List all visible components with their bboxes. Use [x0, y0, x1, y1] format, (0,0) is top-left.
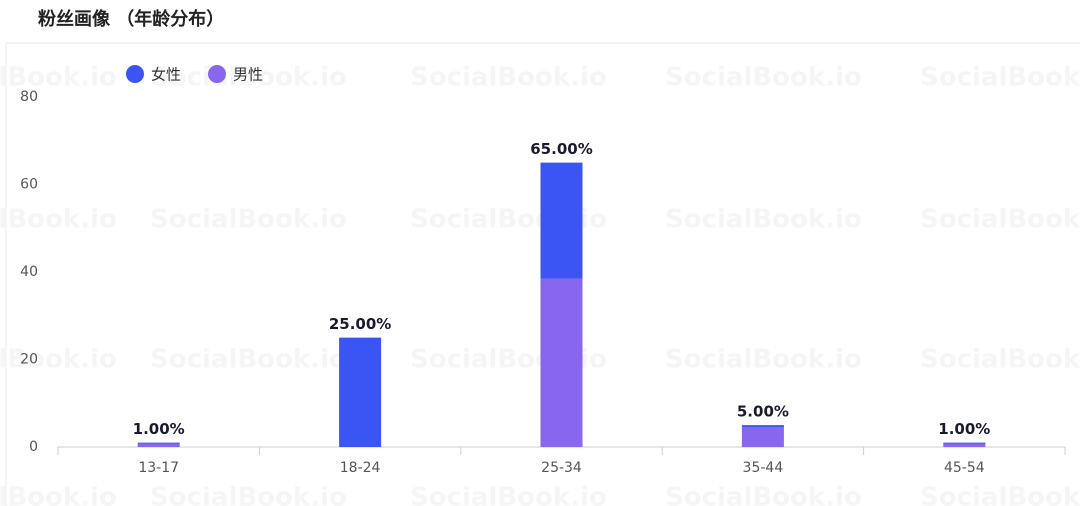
x-tick-label: 45-54: [944, 460, 985, 476]
watermark: SocialBook.io: [0, 345, 117, 375]
watermark: SocialBook.io: [665, 205, 862, 235]
value-label: 25.00%: [329, 315, 391, 333]
y-tick-label: 40: [20, 264, 38, 280]
bar-segment: [137, 443, 180, 447]
bar-segment: [137, 442, 180, 444]
y-tick-label: 20: [20, 352, 38, 368]
x-tick-label: 18-24: [340, 460, 381, 476]
bar-segment: [943, 443, 986, 447]
watermark: SocialBook.io: [410, 483, 607, 506]
bar-segment: [943, 442, 986, 444]
watermark: SocialBook.io: [920, 483, 1080, 506]
bar-segment: [339, 337, 382, 447]
x-tick-label: 35-44: [743, 460, 784, 476]
value-label: 5.00%: [737, 403, 789, 421]
legend-marker: [126, 65, 144, 83]
watermark: SocialBook.io: [665, 63, 862, 93]
y-tick-label: 60: [20, 177, 38, 193]
watermarks: SocialBook.io SocialBook.io SocialBook.io S…: [0, 63, 1080, 506]
legend-marker: [208, 65, 226, 83]
legend-label: 女性: [151, 66, 181, 84]
watermark: SocialBook.io: [150, 483, 347, 506]
value-label: 65.00%: [530, 140, 592, 158]
watermark: SocialBook.io: [150, 205, 347, 235]
bar-segment: [540, 162, 583, 279]
watermark: SocialBook.io: [665, 483, 862, 506]
bar-segment: [741, 425, 784, 428]
watermark: SocialBook.io: [920, 345, 1080, 375]
y-tick-label: 80: [20, 89, 38, 105]
watermark: SocialBook.io: [410, 63, 607, 93]
watermark: SocialBook.io: [665, 345, 862, 375]
watermark: SocialBook.io: [920, 205, 1080, 235]
value-label: 1.00%: [133, 420, 185, 438]
bar-segment: [741, 427, 784, 447]
bar-segment: [540, 278, 583, 447]
x-tick-label: 13-17: [138, 460, 179, 476]
watermark: SocialBook.io: [150, 345, 347, 375]
x-tick-label: 25-34: [541, 460, 582, 476]
page-title: 粉丝画像 （年龄分布）: [38, 8, 224, 30]
legend-label: 男性: [233, 66, 263, 84]
watermark: SocialBook.io: [0, 63, 117, 93]
value-label: 1.00%: [938, 420, 990, 438]
watermark: SocialBook.io: [0, 483, 117, 506]
watermark: SocialBook.io: [0, 205, 117, 235]
y-tick-label: 0: [29, 439, 38, 455]
watermark: SocialBook.io: [920, 63, 1080, 93]
